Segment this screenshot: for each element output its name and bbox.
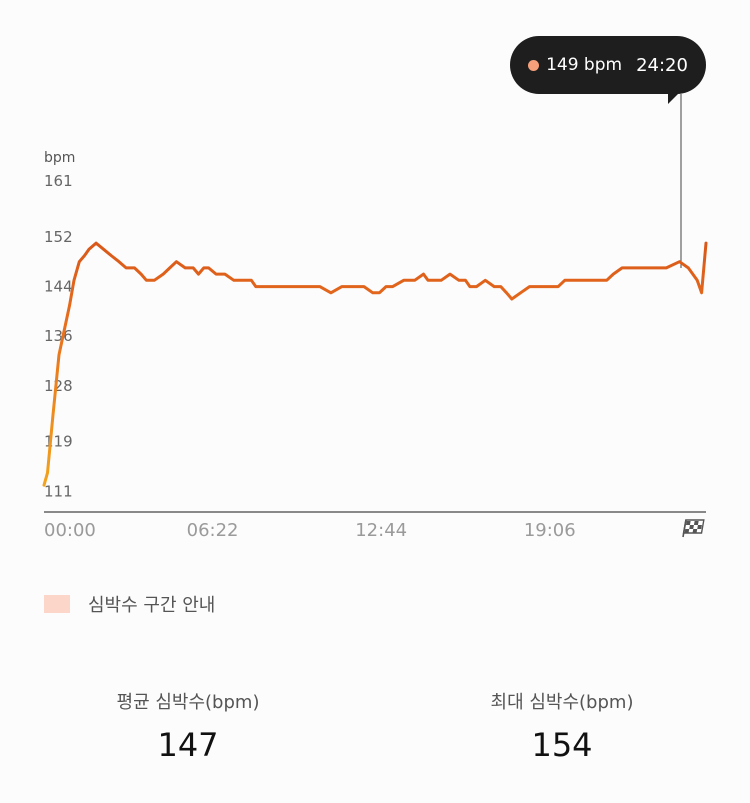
heart-rate-series-line — [42, 241, 708, 487]
tooltip-time: 24:20 — [636, 54, 688, 76]
heart-rate-tooltip: 149 bpm 24:20 — [510, 36, 706, 94]
max-heart-rate-title: 최대 심박수(bpm) — [490, 692, 634, 713]
y-tick-label: 144 — [44, 278, 73, 296]
heart-rate-chart: bpm 161 152 144 136 128 119 111 00:00 06:22 12:4… — [42, 94, 708, 541]
x-tick-label: 00:00 — [44, 520, 96, 541]
zone-guide-label: 심박수 구간 안내 — [88, 595, 216, 616]
tooltip-pointer — [668, 92, 680, 104]
max-heart-rate: 최대 심박수(bpm) 154 — [432, 688, 692, 764]
x-tick-label: 12:44 — [355, 520, 407, 541]
y-tick-label: 128 — [44, 377, 73, 395]
series-dot-icon — [528, 59, 540, 71]
checkered-flag-icon — [682, 519, 705, 538]
y-tick-label: 152 — [44, 228, 73, 246]
average-heart-rate-title: 평균 심박수(bpm) — [116, 692, 260, 713]
y-tick-label: 111 — [44, 482, 73, 500]
average-heart-rate: 평균 심박수(bpm) 147 — [58, 688, 318, 764]
y-axis-unit-label: bpm — [44, 150, 75, 166]
max-heart-rate-value: 154 — [531, 726, 593, 764]
y-tick-label: 136 — [44, 327, 73, 345]
x-tick-label: 19:06 — [524, 520, 576, 541]
heart-rate-zone-guide[interactable]: 심박수 구간 안내 — [44, 591, 215, 617]
tooltip-value: 149 bpm — [546, 55, 623, 75]
zone-color-swatch — [44, 595, 70, 613]
y-tick-label: 161 — [44, 172, 73, 190]
average-heart-rate-value: 147 — [157, 726, 219, 764]
x-tick-label: 06:22 — [187, 520, 239, 541]
y-tick-label: 119 — [44, 433, 73, 451]
